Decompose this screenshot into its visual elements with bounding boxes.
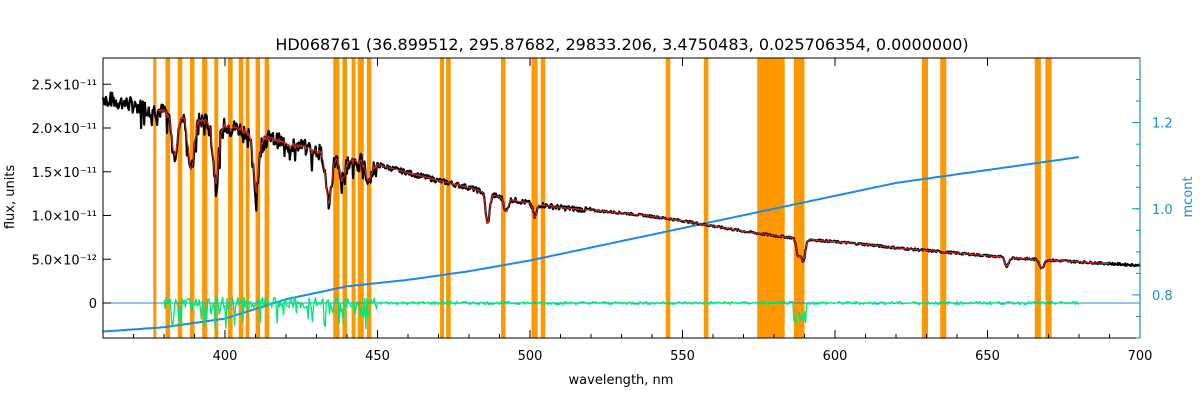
masked-region xyxy=(793,58,805,338)
masked-region xyxy=(214,58,219,338)
model-spectrum-line xyxy=(157,108,1110,269)
masked-region xyxy=(703,58,709,338)
y-ticks-layer: 0 5.0×10⁻¹² 1.0×10⁻¹¹ 1.5×10⁻¹¹ 2.0×10⁻¹¹ 2.5… xyxy=(32,78,111,312)
masked-region xyxy=(202,58,208,338)
x-tick-label: 500 xyxy=(518,349,543,364)
masked-region xyxy=(1034,58,1041,338)
masked-region xyxy=(264,58,270,338)
masked-region xyxy=(540,58,546,338)
masked-region xyxy=(366,58,372,338)
y2-tick-label: 0.8 xyxy=(1152,289,1173,304)
masked-region xyxy=(342,58,347,338)
masked-region xyxy=(921,58,929,338)
masked-region xyxy=(351,58,356,338)
y-tick-label: 5.0×10⁻¹² xyxy=(32,253,97,268)
masked-regions-layer xyxy=(153,58,1052,338)
masked-region xyxy=(153,58,157,338)
masked-region xyxy=(255,58,261,338)
masked-region xyxy=(665,58,671,338)
x-tick-label: 700 xyxy=(1128,349,1153,364)
y-tick-label: 2.0×10⁻¹¹ xyxy=(32,122,97,137)
masked-region xyxy=(245,58,250,338)
masked-region xyxy=(1045,58,1052,338)
masked-region xyxy=(333,58,340,338)
masked-region xyxy=(501,58,506,338)
x-axis-title: wavelength, nm xyxy=(569,373,674,388)
residual-line xyxy=(163,294,1080,330)
masked-region xyxy=(357,58,364,338)
y-axis-title: flux, units xyxy=(3,165,18,230)
x-tick-label: 400 xyxy=(213,349,238,364)
masked-region xyxy=(940,58,947,338)
x-ticks-layer: 400 450 500 550 600 650 700 xyxy=(102,58,1153,364)
y-tick-label: 2.5×10⁻¹¹ xyxy=(32,78,97,93)
y-tick-label: 0 xyxy=(89,297,97,312)
chart-title: HD068761 (36.899512, 295.87682, 29833.20… xyxy=(275,35,968,54)
masked-region xyxy=(228,58,233,338)
y-tick-label: 1.0×10⁻¹¹ xyxy=(32,210,97,225)
masked-region xyxy=(189,58,195,338)
x-tick-label: 450 xyxy=(365,349,390,364)
x-tick-label: 650 xyxy=(975,349,1000,364)
y2-ticks-layer: 0.8 1.0 1.2 xyxy=(1132,58,1173,339)
model-spectrum-layer xyxy=(157,108,1110,269)
y2-tick-label: 1.2 xyxy=(1152,117,1173,132)
masked-region xyxy=(531,58,538,338)
mcont-line xyxy=(102,156,1080,333)
masked-region xyxy=(177,58,183,338)
y-tick-label: 1.5×10⁻¹¹ xyxy=(32,166,97,181)
masked-region xyxy=(238,58,244,338)
masked-region xyxy=(440,58,444,338)
masked-region xyxy=(446,58,451,338)
masked-region xyxy=(757,58,785,338)
y2-tick-label: 1.0 xyxy=(1152,203,1173,218)
x-tick-label: 550 xyxy=(670,349,695,364)
y2-axis-title: mcont xyxy=(1181,176,1196,217)
residual-layer xyxy=(163,294,1080,330)
masked-region xyxy=(165,58,171,338)
x-tick-label: 600 xyxy=(823,349,848,364)
